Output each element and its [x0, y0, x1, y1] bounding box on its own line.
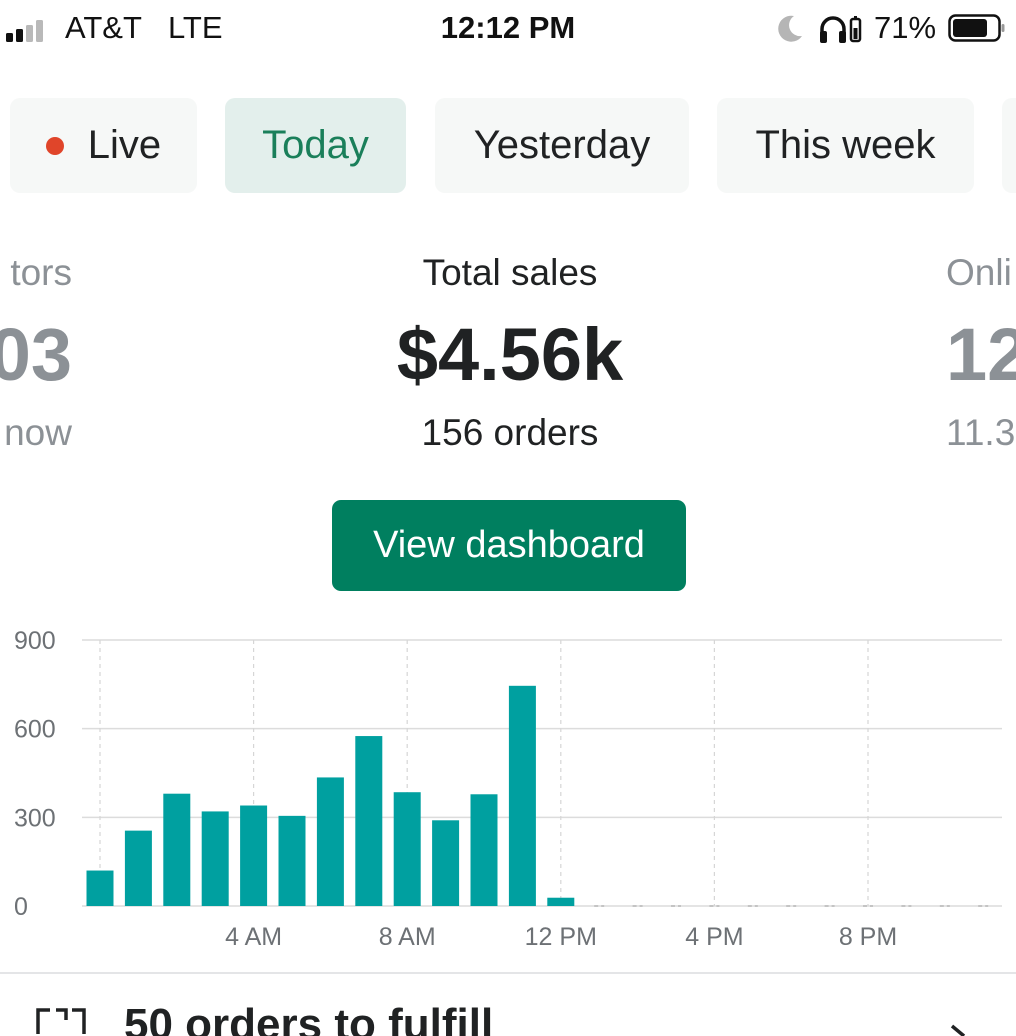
bar: [201, 811, 229, 906]
tab-yesterday[interactable]: Yesterday: [435, 98, 689, 193]
chevron-right-icon: [950, 1024, 966, 1036]
tab-live[interactable]: Live: [10, 98, 197, 193]
stat-online-partial[interactable]: Onli 12 11.3: [946, 250, 1016, 456]
bar: [163, 793, 191, 906]
status-bar: AT&T LTE 12:12 PM 71%: [0, 0, 1016, 60]
moon-icon: [778, 15, 802, 42]
bar: [278, 815, 306, 906]
bar: [470, 794, 498, 906]
battery-percent: 71%: [874, 10, 937, 45]
bar: [432, 820, 460, 906]
date-range-tabs: Live Today Yesterday This week: [0, 98, 1016, 194]
x-tick-label: 4 AM: [225, 923, 282, 951]
headphones-icon: [820, 16, 862, 43]
carrier-name: AT&T: [65, 10, 142, 45]
stat-label: Total sales: [422, 252, 598, 293]
x-tick-label: 12 PM: [525, 923, 597, 951]
carrier-label: AT&T LTE: [65, 10, 223, 46]
bar: [124, 830, 152, 906]
x-tick-label: 8 PM: [839, 923, 897, 951]
network-type: LTE: [167, 10, 223, 45]
signal-icon: [6, 20, 54, 42]
live-dot-icon: [45, 136, 64, 155]
stat-value: 03: [0, 313, 72, 396]
bar: [547, 897, 575, 906]
bar: [393, 792, 421, 906]
battery-icon: [948, 14, 1005, 42]
tab-label: Today: [262, 123, 369, 167]
tab-today[interactable]: Today: [225, 98, 406, 193]
stat-label: tors: [10, 252, 72, 293]
tab-label: This week: [755, 123, 936, 167]
orders-to-fulfill-row[interactable]: 50 orders to fulfill: [0, 996, 1016, 1036]
x-tick-label: 8 AM: [379, 923, 436, 951]
stat-label: Onli: [946, 252, 1012, 293]
bar: [508, 685, 536, 906]
y-tick-label: 600: [14, 716, 56, 744]
orders-to-fulfill-text: 50 orders to fulfill: [124, 1000, 494, 1036]
stat-value: 12: [946, 313, 1016, 396]
stat-sub: now: [4, 412, 72, 453]
stat-value: $4.56k: [396, 313, 624, 396]
stat-sub: 156 orders: [421, 412, 599, 453]
bar: [240, 805, 268, 906]
tab-this-week[interactable]: This week: [717, 98, 974, 193]
divider: [0, 972, 1016, 974]
y-tick-label: 300: [14, 804, 56, 832]
orders-icon: [36, 1008, 86, 1034]
y-tick-label: 900: [14, 627, 56, 655]
tab-label: Yesterday: [473, 123, 651, 167]
y-tick-label: 0: [14, 893, 28, 921]
tab-label: Live: [87, 123, 162, 167]
bar: [316, 777, 344, 906]
stat-visitors-partial[interactable]: tors 03 now: [0, 250, 72, 456]
bar: [86, 870, 114, 906]
status-time: 12:12 PM: [440, 10, 576, 45]
stat-sub: 11.3: [946, 412, 1016, 453]
stat-total-sales[interactable]: Total sales $4.56k 156 orders: [308, 250, 712, 456]
bar: [355, 736, 383, 906]
view-dashboard-button[interactable]: View dashboard: [332, 500, 686, 591]
sales-bar-chart: 0 300 600 900 4 AM 8 AM 12 PM 4 PM 8 PM: [14, 627, 1002, 951]
x-tick-label: 4 PM: [685, 923, 743, 951]
tab-next-partial[interactable]: [1002, 98, 1016, 193]
